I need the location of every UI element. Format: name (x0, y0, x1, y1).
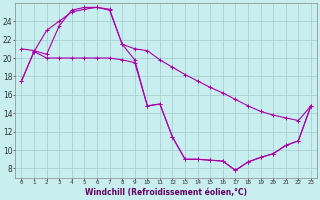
X-axis label: Windchill (Refroidissement éolien,°C): Windchill (Refroidissement éolien,°C) (85, 188, 247, 197)
